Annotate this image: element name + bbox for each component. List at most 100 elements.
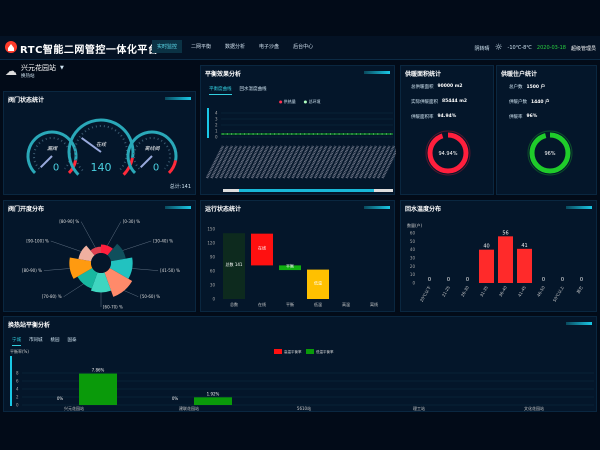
y-label: 数量(户): [407, 222, 423, 228]
gauge-arc: [126, 130, 178, 175]
bar-label: 平衡: [286, 263, 294, 269]
y-tick: 2: [16, 395, 19, 400]
x-tick: 高温: [342, 301, 350, 307]
tab[interactable]: 市同城: [29, 338, 43, 343]
x-tick: 31-35: [479, 285, 489, 298]
y-tick: 4: [16, 387, 19, 392]
data-point: [291, 133, 293, 135]
y-tick: 20: [410, 264, 416, 269]
rose-slice: [69, 257, 93, 279]
x-tick-label: [327, 145, 346, 179]
data-point: [304, 133, 306, 135]
ring-halo: [527, 130, 573, 176]
nav-item[interactable]: 数据分析: [225, 44, 246, 50]
y-tick: 3: [215, 117, 218, 122]
slice-label: [90-100] %: [26, 239, 49, 244]
ring-arc: [427, 132, 469, 174]
scrollbar[interactable]: [223, 189, 393, 192]
y-tick: 50: [410, 239, 416, 244]
kv-value: 94.94%: [437, 114, 457, 119]
data-label: 0: [542, 277, 545, 283]
date: 2020-03-18: [536, 45, 566, 51]
bar-label: 低温: [314, 279, 322, 285]
x-tick: 50℃以上: [551, 285, 565, 303]
region-tabs: 宁城 市同城 桃园 国泰: [12, 337, 77, 346]
ring-label: 94.94%: [438, 151, 457, 157]
data-point: [385, 133, 387, 135]
leader-line: [80, 221, 96, 248]
tab[interactable]: 国泰: [67, 338, 77, 343]
rose-hole: [91, 253, 111, 273]
nav-item[interactable]: 后台中心: [293, 44, 314, 50]
nav-item[interactable]: 实时监控: [152, 40, 183, 53]
data-label: 0%: [57, 396, 64, 401]
y-tick: 1: [215, 129, 218, 134]
data-point: [295, 133, 297, 135]
data-point: [317, 133, 319, 135]
x-tick-label: [322, 145, 342, 179]
y-tick: 30: [210, 283, 216, 288]
temperature: -10℃-8℃: [507, 45, 532, 51]
gauge-arc: [67, 118, 135, 176]
x-tick: 总数: [230, 301, 238, 307]
rose-slice: [104, 268, 133, 297]
panel-title: 回水温度分布: [405, 206, 442, 213]
app-title: RTC智能二网管控一体化平台: [20, 45, 159, 56]
gauges: 漏阀 0 在线 140 离线阀 0: [26, 118, 178, 176]
data-point: [321, 133, 323, 135]
data-label: 56: [502, 230, 508, 236]
kv-label: 实际供暖面积: [411, 100, 438, 105]
x-tick-label: [318, 145, 337, 179]
gauge-label: 离线阀: [144, 145, 160, 152]
station-selector[interactable]: ☁ 兴元花园站 换热站 ▼: [5, 63, 64, 79]
x-tick-label: [282, 145, 301, 179]
user-menu[interactable]: 超级管理员: [570, 45, 596, 52]
histogram-chart: 数量(户) 0 10 20 30 40 50 60 0 20℃以下 0 21-25 0 26-30 40 31…: [407, 222, 584, 303]
x-tick-label: [219, 145, 238, 179]
data-point: [269, 133, 271, 135]
kv-label: 供暖户数: [509, 100, 527, 105]
rose-slice: [101, 244, 113, 256]
bar-label: 在线: [258, 245, 266, 251]
x-tick-label: [273, 145, 292, 179]
x-tick: 低温: [314, 301, 322, 307]
rose-slice: [107, 243, 126, 262]
gauge-needle: [80, 137, 102, 153]
data-point: [390, 133, 392, 135]
x-tick: 46-50: [536, 285, 546, 298]
nav-item[interactable]: 二网平衡: [191, 44, 212, 50]
leader-line: [124, 290, 139, 297]
x-tick-label: [304, 145, 324, 179]
x-tick-label: [354, 145, 373, 179]
data-point: [364, 133, 366, 135]
x-tick-label: [336, 145, 355, 179]
data-point: [278, 133, 280, 135]
rose-slice: [90, 246, 101, 256]
data-point: [243, 133, 246, 135]
legend-item: ● 总环境: [303, 99, 321, 104]
header-status: 阴转晴 ☼ -10℃-8℃ 2020-03-18 超级管理员: [474, 43, 596, 53]
data-label: 40: [483, 244, 489, 250]
ring-label: 96%: [544, 151, 555, 157]
weather-label: 阴转晴: [474, 45, 490, 52]
gauge-label: 漏阀: [47, 145, 58, 152]
nav-item[interactable]: 电子沙盘: [259, 44, 280, 50]
x-tick: 理工站: [413, 405, 425, 411]
x-tick-label: [264, 145, 283, 179]
x-tick-label: [331, 145, 351, 179]
tab[interactable]: 平衡度曲线: [209, 86, 232, 95]
tab[interactable]: 桃园: [50, 338, 60, 343]
tab[interactable]: 宁城: [12, 337, 21, 346]
x-tick: 5610站: [297, 405, 311, 411]
panel-title: 平衡效果分析: [205, 71, 242, 78]
kv-value: 1500 户: [526, 85, 546, 90]
axis-indicator: [10, 356, 12, 406]
kv-value: 85444 m2: [442, 99, 468, 104]
gauge-ticks: [133, 137, 171, 170]
tab[interactable]: 回水温度曲线: [239, 87, 267, 92]
bar-label: 总数 141: [226, 261, 243, 267]
data-point: [381, 133, 383, 135]
x-tick-label: [250, 145, 270, 179]
